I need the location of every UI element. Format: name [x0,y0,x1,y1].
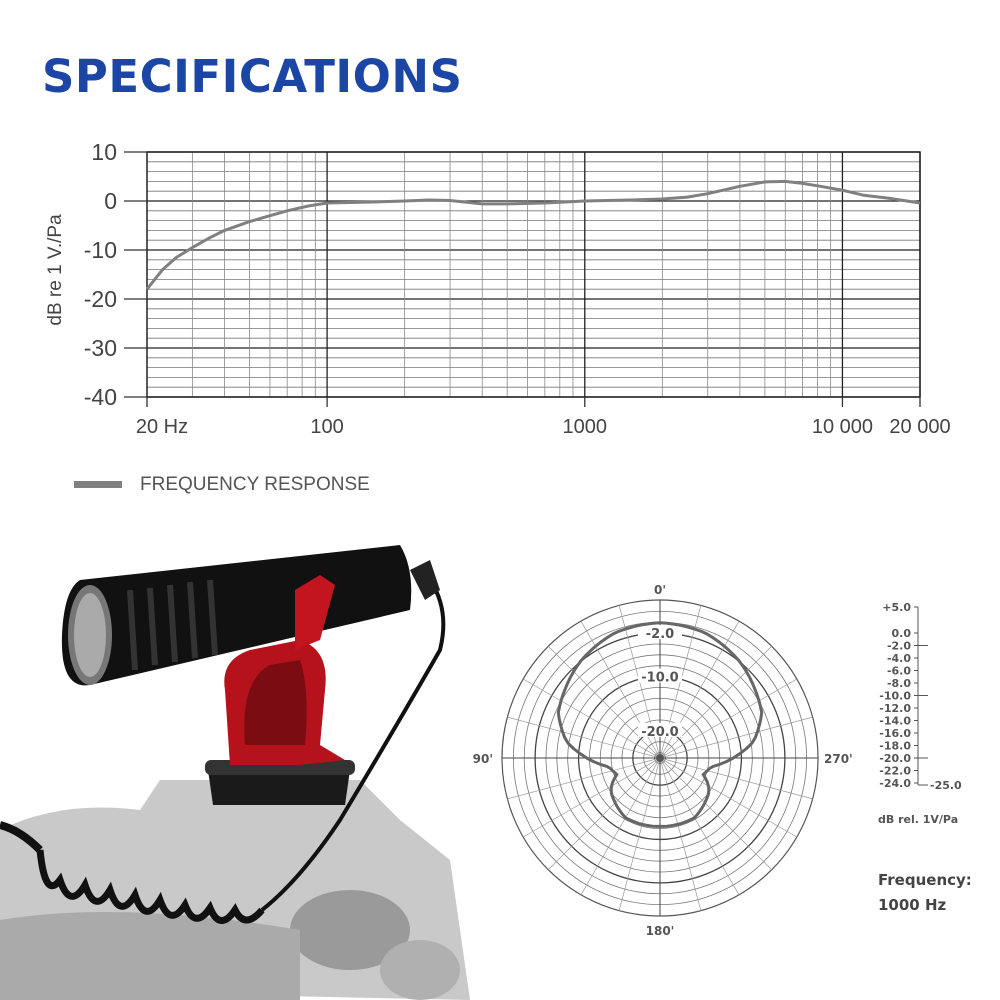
y-tick-label: -20 [84,286,117,312]
polar-spoke [522,757,661,838]
x-tick-label: 10 000 [812,416,873,438]
scale-label: 0.0 [892,627,912,640]
polar-pattern-line [556,621,764,828]
scale-label: -16.0 [879,727,911,740]
polar-angle-label: 270' [824,752,853,766]
polar-spoke [618,605,661,759]
polar-ring [632,730,688,786]
x-tick-label: 20 000 [889,416,950,438]
scale-label: -24.0 [879,777,911,790]
polar-spoke [659,678,798,759]
ring-label-bg [638,625,682,640]
polar-spoke [548,646,661,759]
polar-spoke [659,757,702,911]
polar-spoke [659,716,813,759]
polar-spoke [522,678,661,759]
polar-spoke [659,757,798,838]
polar-ring [523,621,797,895]
page-title: SPECIFICATIONS [42,50,463,103]
y-tick-label: -30 [84,335,117,361]
frequency-value: 1000 Hz [878,896,947,914]
frequency-label: Frequency: [878,871,972,889]
polar-ring-label: -20.0 [641,725,678,740]
polar-frequency: Frequency: 1000 Hz [878,868,972,918]
scale-label: -22.0 [879,765,911,778]
polar-center [656,754,664,762]
scale-label: -25.0 [930,779,962,792]
polar-spoke [659,646,772,759]
camera-dial [290,890,410,970]
cable-coil [36,849,265,924]
polar-outer-ring [501,599,819,917]
scale-label: -8.0 [887,677,911,690]
polar-ring [556,654,764,862]
shoe-mount [208,770,350,805]
polar-ring [643,741,677,775]
polar-angle-label: 180' [646,924,675,938]
scale-label: -18.0 [879,740,911,753]
camera-lens [0,912,300,1000]
scale-label: +5.0 [882,601,911,614]
microphone-on-camera-photo [0,545,470,1000]
scale-label: -2.0 [887,640,911,653]
scale-label: -4.0 [887,652,911,665]
polar-ring [567,665,753,851]
x-tick-label: 1000 [563,416,608,438]
polar-spoke [618,757,661,911]
y-tick-label: -40 [84,384,117,410]
x-tick-label: 20 Hz [136,416,188,438]
polar-ring [610,708,710,808]
y-axis-label: dB re 1 V./Pa [45,214,66,326]
polar-spoke [659,757,813,800]
polar-ring [654,752,666,764]
ring-label-bg [638,668,682,683]
legend-swatch [74,481,122,488]
y-tick-label: 10 [91,139,117,165]
polar-spoke [580,757,661,896]
plot-frame [146,151,921,398]
y-tick-label: 0 [104,188,117,214]
ring-label-bg [638,722,682,737]
polar-ring [621,719,699,797]
polar-ring [534,632,786,884]
scale-label: -20.0 [879,752,911,765]
scale-label: -14.0 [879,715,911,728]
polar-ring [589,687,731,829]
polar-spoke [507,716,661,759]
polar-ring-label: -2.0 [646,627,674,642]
polar-ring [545,643,775,873]
frequency-response-line [145,179,921,291]
coiled-cable [0,821,43,853]
polar-ring [577,675,743,841]
cable [260,578,446,912]
y-tick-label: -10 [84,237,117,263]
shock-mount-clip [295,575,335,650]
scale-label: -12.0 [879,702,911,715]
x-tick-label: 100 [310,416,343,438]
polar-ring [512,610,808,906]
polar-unit-label: dB rel. 1V/Pa [878,813,959,826]
scale-label: -6.0 [887,665,911,678]
polar-spoke [507,757,661,800]
scale-label: -10.0 [879,690,911,703]
polar-spoke [659,605,702,759]
polar-spoke [659,620,740,759]
polar-spoke [548,757,661,870]
polar-ring [599,697,721,819]
polar-ring-label: -10.0 [641,671,678,686]
polar-spoke [659,757,772,870]
polar-spoke [659,757,740,896]
legend-label: FREQUENCY RESPONSE [140,474,370,495]
polar-spoke [580,620,661,759]
polar-angle-label: 0' [654,583,666,597]
